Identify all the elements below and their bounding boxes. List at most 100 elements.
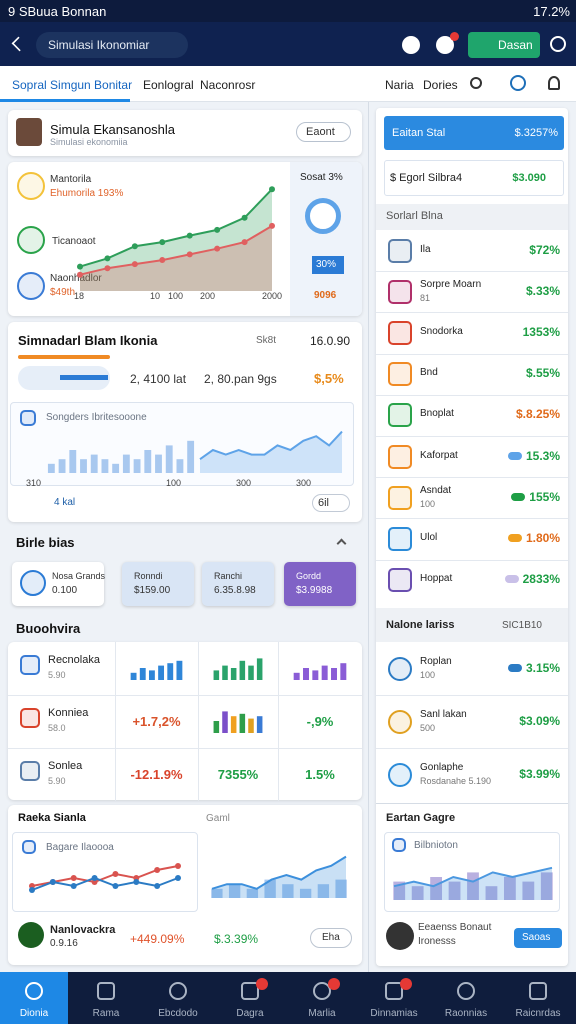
nav-icon[interactable] [457, 982, 475, 1000]
nav-icon[interactable] [313, 982, 331, 1000]
nav-label[interactable]: Raonnias [444, 1008, 488, 1019]
row-label: Sanl lakan [420, 708, 467, 720]
nav-badge [328, 978, 340, 990]
stat-icon [17, 226, 45, 254]
panel-stat2: 2, 80.pan 9gs [204, 372, 277, 386]
row-icon [20, 655, 40, 675]
nav-label[interactable]: Dagra [236, 1008, 264, 1019]
search-pill[interactable] [36, 32, 188, 58]
chip[interactable] [284, 562, 356, 606]
point [159, 239, 166, 246]
tab-right[interactable]: Dories [423, 78, 458, 92]
app-button[interactable] [468, 32, 540, 58]
tab-icon[interactable] [510, 75, 526, 91]
point [29, 887, 35, 893]
row-sub: 500 [420, 722, 436, 733]
row-value: 15.3% [525, 448, 560, 463]
nav-label[interactable]: Dinnamias [370, 1008, 418, 1019]
tab[interactable]: Naconrosr [200, 78, 256, 92]
tab[interactable]: Eonlogral [143, 78, 194, 92]
col-line [198, 748, 199, 801]
nav-icon[interactable] [385, 982, 403, 1000]
panel-dropdown[interactable] [312, 494, 350, 512]
user-icon[interactable] [548, 76, 560, 90]
card-chart [211, 855, 347, 898]
row-sub: 5.90 [48, 670, 66, 680]
profile-name: Simula Ekansanoshla [50, 122, 176, 137]
cell-value: -,9% [306, 714, 334, 729]
row-label: Snodorka [420, 325, 463, 337]
row-line [376, 312, 568, 314]
bar [312, 670, 319, 680]
footer-button[interactable] [310, 928, 352, 948]
chip[interactable] [202, 562, 274, 606]
row-icon [388, 526, 412, 551]
nav-icon[interactable] [241, 982, 259, 1000]
bar [467, 872, 479, 900]
row-pill [511, 492, 526, 501]
row-value-wrap: 3.15% [507, 661, 560, 675]
point [269, 186, 275, 193]
nav-icon[interactable] [169, 982, 187, 1000]
row-label: Bnd [420, 367, 438, 379]
search-text: Simulasi Ikonomiar [48, 38, 150, 52]
chevron[interactable] [336, 538, 347, 549]
chip[interactable] [122, 562, 194, 606]
nav-label[interactable]: Rama [92, 1008, 120, 1019]
app-icon[interactable] [436, 36, 454, 54]
line [199, 430, 343, 461]
dropdown-label: Eaont [306, 126, 335, 138]
nav-label[interactable]: Marlia [308, 1008, 336, 1019]
bar [317, 884, 330, 898]
point [104, 265, 111, 272]
cell-chart [213, 658, 263, 680]
area-fill [200, 431, 342, 473]
row-title: Recnolaka [48, 654, 100, 666]
point [154, 883, 161, 889]
stat-icon [17, 272, 45, 300]
badge [450, 32, 459, 41]
search-icon[interactable] [470, 77, 482, 89]
point [175, 875, 181, 881]
bar [430, 877, 443, 900]
row-line [376, 436, 568, 437]
menu-icon[interactable] [550, 36, 566, 52]
chart-box [12, 832, 198, 912]
line [79, 225, 273, 276]
side-button[interactable] [514, 928, 562, 948]
row-label: Ila [420, 243, 431, 255]
row-value: $.33% [525, 283, 560, 298]
tab-right[interactable]: Naria [385, 78, 414, 92]
stat-value: Ehumorila 193% [50, 188, 124, 199]
nav-label[interactable]: Raicnrdas [515, 1008, 561, 1019]
side-row-label: $ Egorl Silbra4 [390, 172, 463, 184]
point [214, 226, 221, 233]
dropdown[interactable] [296, 122, 351, 142]
tab[interactable]: Sopral Simgun Bonitar [12, 78, 133, 92]
row-line [8, 748, 362, 749]
chart-icon [22, 840, 36, 854]
row-line [376, 477, 568, 479]
panel-change: $,5% [314, 371, 344, 386]
profile-sub: Simulasi ekonomiia [50, 137, 128, 147]
side-row[interactable] [384, 160, 564, 196]
row-value-wrap: $.33% [526, 284, 560, 298]
chart-icon [20, 410, 36, 426]
bar [133, 459, 141, 473]
status-left: 9 SBuua Bonnan [8, 4, 107, 19]
point [112, 871, 119, 877]
nav-icon[interactable] [97, 982, 115, 1000]
nav-icon[interactable] [25, 982, 43, 1000]
section-title: Birle bias [16, 535, 75, 550]
nav-label[interactable]: Dionia [19, 1008, 49, 1019]
app-icon[interactable] [402, 36, 420, 54]
card-meta: Gaml [206, 813, 230, 824]
nav-icon[interactable] [529, 982, 547, 1000]
side-tag [312, 256, 344, 274]
nav-label[interactable]: Ebcdodo [158, 1008, 198, 1019]
x-label: 300 [236, 478, 252, 488]
side-card-name: Eeaenss Bonaut [418, 922, 492, 933]
line [31, 865, 179, 887]
chip-value: $159.00 [134, 585, 171, 596]
section-bg [376, 608, 568, 642]
